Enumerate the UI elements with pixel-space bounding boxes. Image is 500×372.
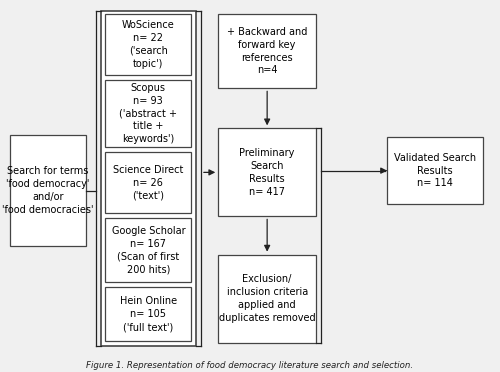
Text: + Backward and
forward key
references
n=4: + Backward and forward key references n=… [227, 27, 308, 76]
Text: Validated Search
Results
n= 114: Validated Search Results n= 114 [394, 153, 476, 189]
Text: Google Scholar
n= 167
(Scan of first
200 hits): Google Scholar n= 167 (Scan of first 200… [112, 226, 185, 275]
FancyBboxPatch shape [218, 254, 316, 343]
FancyBboxPatch shape [106, 153, 191, 213]
Text: Figure 1. Representation of food democracy literature search and selection.: Figure 1. Representation of food democra… [86, 361, 413, 370]
FancyBboxPatch shape [106, 218, 191, 282]
Text: Scopus
n= 93
('abstract +
title +
keywords'): Scopus n= 93 ('abstract + title + keywor… [120, 83, 178, 144]
Text: Hein Online
n= 105
('full text'): Hein Online n= 105 ('full text') [120, 296, 177, 332]
FancyBboxPatch shape [387, 137, 483, 204]
FancyBboxPatch shape [106, 80, 191, 147]
Text: Search for terms
'food democracy'
and/or
'food democracies': Search for terms 'food democracy' and/or… [2, 166, 94, 215]
FancyBboxPatch shape [218, 128, 316, 217]
FancyBboxPatch shape [10, 135, 86, 246]
Text: Science Direct
n= 26
('text'): Science Direct n= 26 ('text') [113, 165, 184, 201]
Text: Exclusion/
inclusion criteria
applied and
duplicates removed: Exclusion/ inclusion criteria applied an… [219, 275, 316, 323]
FancyBboxPatch shape [106, 14, 191, 75]
Text: Preliminary
Search
Results
n= 417: Preliminary Search Results n= 417 [240, 148, 295, 196]
Text: WoScience
n= 22
('search
topic'): WoScience n= 22 ('search topic') [122, 20, 174, 68]
FancyBboxPatch shape [100, 11, 196, 346]
FancyBboxPatch shape [106, 288, 191, 341]
FancyBboxPatch shape [218, 14, 316, 89]
